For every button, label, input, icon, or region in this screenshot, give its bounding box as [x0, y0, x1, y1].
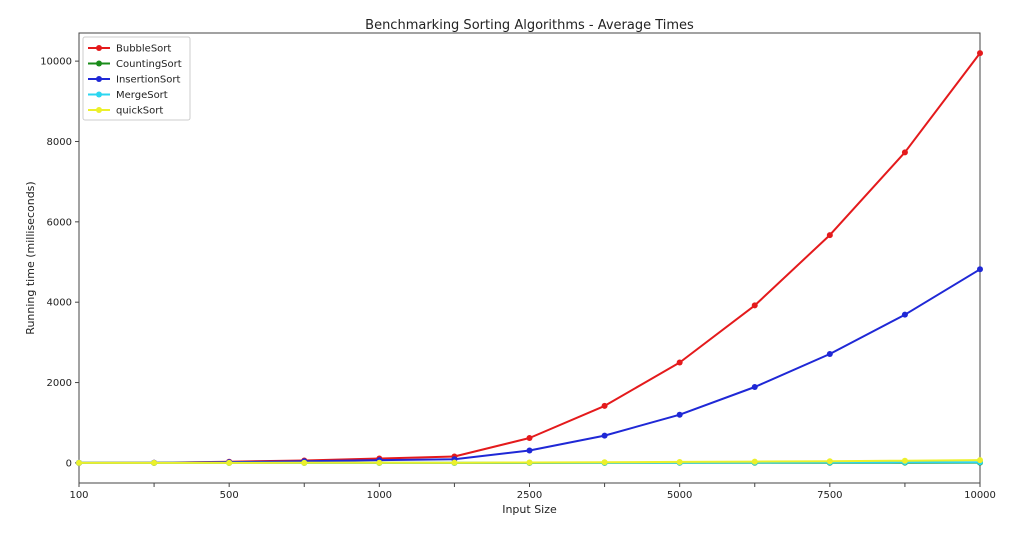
- x-tick-label: 7500: [817, 490, 842, 501]
- data-point: [826, 351, 833, 358]
- y-tick-label: 8000: [47, 137, 72, 148]
- data-point: [901, 457, 908, 464]
- legend-label: BubbleSort: [116, 44, 171, 55]
- legend-marker: [96, 76, 102, 82]
- legend-label: InsertionSort: [116, 75, 180, 86]
- data-point: [601, 432, 608, 439]
- series-layer: [76, 50, 983, 466]
- x-tick-label: 100: [69, 490, 88, 501]
- legend-marker: [96, 60, 102, 67]
- data-point: [76, 459, 82, 466]
- x-tick-label: 5000: [667, 490, 692, 501]
- legend-marker: [96, 91, 102, 98]
- legend-label: quickSort: [116, 106, 163, 117]
- data-point: [601, 459, 608, 466]
- data-point: [526, 435, 533, 441]
- data-point: [676, 411, 683, 418]
- x-axis-label: Input Size: [502, 503, 557, 516]
- legend-label: CountingSort: [116, 59, 182, 70]
- data-point: [901, 149, 908, 156]
- legend: BubbleSort CountingSort InsertionSort Merge…: [82, 36, 191, 121]
- data-point: [751, 458, 758, 465]
- y-tick-label: 2000: [47, 378, 72, 389]
- data-point: [826, 232, 833, 239]
- legend-box: [82, 36, 191, 121]
- y-tick-label: 4000: [47, 298, 72, 309]
- x-tick-label: 1000: [367, 490, 392, 501]
- data-point: [676, 458, 683, 465]
- x-tick-label: 2500: [517, 490, 542, 501]
- data-point: [977, 457, 983, 464]
- data-point: [751, 302, 758, 309]
- x-tick-label: 500: [220, 490, 239, 501]
- data-point: [526, 459, 533, 466]
- legend-marker: [96, 107, 102, 113]
- data-point: [826, 458, 833, 465]
- chart-title: Benchmarking Sorting Algorithms - Averag…: [365, 18, 694, 33]
- plot-area: [78, 32, 981, 484]
- data-point: [977, 266, 983, 273]
- data-point: [526, 447, 533, 454]
- data-point: [601, 402, 608, 409]
- data-point: [901, 311, 908, 318]
- series-quickSort: [76, 457, 983, 466]
- y-tick-label: 0: [66, 458, 72, 469]
- data-point: [977, 50, 983, 57]
- y-axis-label: Running time (milliseconds): [24, 181, 37, 334]
- y-ticks: 0 2000 4000 6000 8000 10000: [40, 57, 79, 469]
- data-point: [676, 359, 683, 366]
- x-ticks: 100 500 1000 2500 5000 7500 10000: [69, 483, 996, 501]
- y-tick-label: 10000: [40, 57, 72, 68]
- legend-label: MergeSort: [116, 90, 168, 101]
- data-point: [151, 459, 158, 466]
- data-point: [301, 459, 308, 466]
- data-point: [226, 459, 233, 466]
- data-point: [376, 459, 383, 466]
- x-tick-label: 10000: [964, 490, 996, 501]
- legend-marker: [96, 45, 102, 51]
- data-point: [751, 383, 758, 390]
- y-tick-label: 6000: [47, 217, 72, 228]
- data-point: [451, 459, 458, 466]
